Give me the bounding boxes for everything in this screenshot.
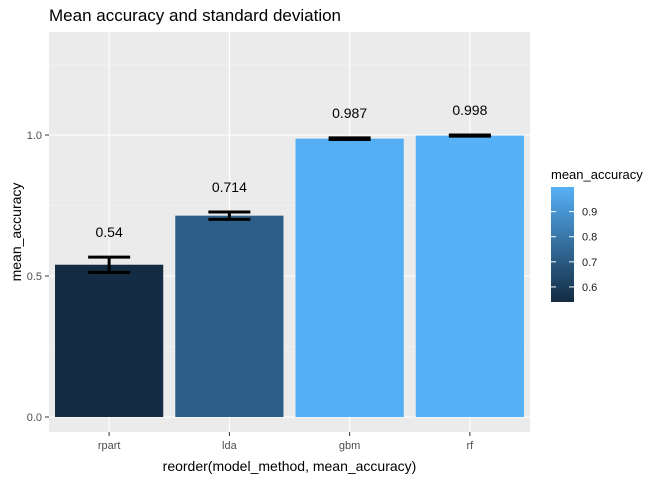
x-axis-title: reorder(model_method, mean_accuracy) [163,458,417,474]
data-label-lda: 0.714 [212,179,247,195]
bar-rf [415,135,524,417]
data-label-rf: 0.998 [452,102,487,118]
y-tick-label: 0.5 [27,271,42,283]
legend-tick-label: 0.9 [582,207,597,219]
legend-tick-label: 0.7 [582,257,597,269]
y-axis-title: mean_accuracy [8,183,24,282]
errorbar-lda [208,210,251,221]
bar-rpart [55,264,164,417]
legend-tick-label: 0.8 [582,232,597,244]
data-label-gbm: 0.987 [332,105,367,121]
bar-lda [175,215,284,417]
legend-colorbar [551,187,574,302]
legend-title: mean_accuracy [551,167,643,182]
legend-tick-label: 0.6 [582,282,597,294]
x-tick-label: gbm [339,440,360,452]
data-label-rpart: 0.54 [96,224,123,240]
bar-gbm [295,138,404,417]
y-tick-label: 0.0 [27,412,42,424]
errorbar-rf [448,133,491,138]
x-tick-label: rf [467,440,475,452]
y-tick-label: 1.0 [27,130,42,142]
chart-title: Mean accuracy and standard deviation [49,6,342,25]
errorbar-rpart [88,255,131,274]
x-tick-label: lda [222,440,238,452]
errorbar-gbm [328,136,371,142]
x-tick-label: rpart [98,440,121,452]
